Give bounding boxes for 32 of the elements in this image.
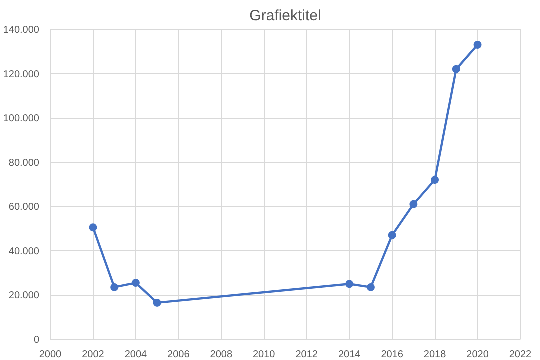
point	[431, 176, 440, 184]
y-tick-label: 0	[34, 335, 40, 346]
point	[452, 65, 460, 74]
x-tick-label: 2018	[424, 350, 447, 360]
y-tick-label: 140.000	[3, 25, 40, 36]
point	[153, 298, 162, 307]
x-tick-label: 2012	[296, 350, 318, 360]
x-tick-label: 2022	[509, 350, 532, 360]
point	[410, 200, 418, 208]
point	[132, 279, 140, 288]
x-tick-label: 2002	[82, 350, 105, 360]
x-tick-label: 2020	[466, 350, 490, 360]
x-tick-label: 2008	[210, 350, 233, 360]
x-tick-label: 2010	[253, 350, 276, 360]
x-tick-label: 2016	[381, 350, 404, 360]
y-tick-label: 40.000	[8, 246, 40, 258]
point	[388, 231, 396, 240]
y-tick-label: 100.000	[3, 114, 40, 125]
y-tick-label: 20.000	[8, 290, 40, 302]
x-tick-label: 2014	[338, 350, 362, 360]
point	[346, 280, 354, 288]
y-tick-label: 80.000	[8, 158, 40, 169]
point	[110, 283, 119, 292]
x-tick-label: 2006	[168, 350, 190, 360]
x-tick-label: 2000	[39, 350, 62, 360]
y-tick-label: 120.000	[3, 69, 40, 80]
x-tick-label: 2004	[124, 350, 148, 360]
point	[474, 41, 482, 49]
point	[89, 224, 98, 232]
point	[366, 283, 375, 292]
chart-title: Grafiektitel	[250, 8, 322, 24]
y-tick-label: 60.000	[8, 202, 40, 214]
